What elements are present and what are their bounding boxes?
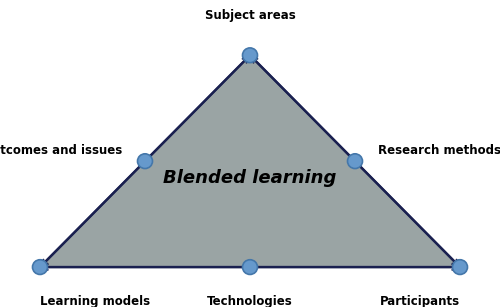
Text: Subject areas: Subject areas [204, 9, 296, 22]
Text: Technologies: Technologies [207, 295, 293, 307]
Text: Participants: Participants [380, 295, 460, 307]
Ellipse shape [452, 260, 468, 274]
Ellipse shape [348, 154, 362, 169]
Ellipse shape [242, 48, 258, 63]
Text: Outcomes and issues: Outcomes and issues [0, 144, 122, 157]
Text: Blended learning: Blended learning [164, 169, 336, 187]
Text: Research methods: Research methods [378, 144, 500, 157]
Text: Learning models: Learning models [40, 295, 150, 307]
Ellipse shape [138, 154, 152, 169]
Ellipse shape [242, 260, 258, 274]
Ellipse shape [32, 260, 48, 274]
Polygon shape [40, 55, 460, 267]
